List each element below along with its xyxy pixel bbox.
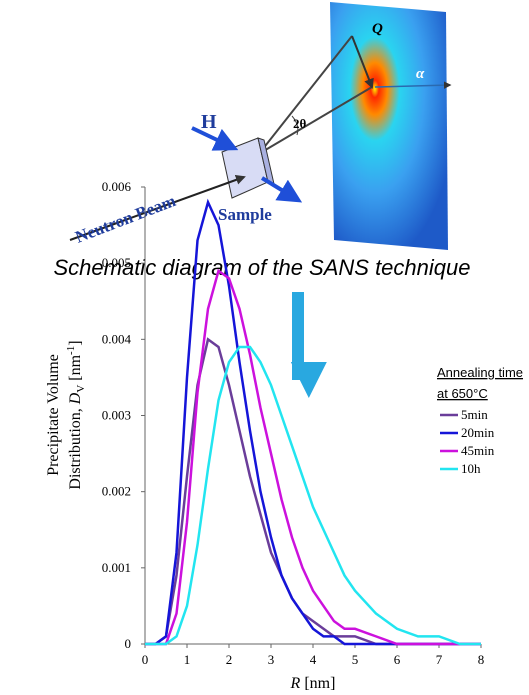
y-label-part: Distribution,: [67, 404, 84, 489]
axis-arrow: [374, 81, 452, 89]
series-line: [145, 198, 481, 646]
y-label-part: -1: [65, 346, 77, 355]
x-tick-label: 8: [478, 652, 485, 667]
series-line: [145, 268, 481, 646]
x-tick-label: 4: [310, 652, 317, 667]
legend-title: at 650°C: [437, 386, 488, 401]
series-line: [145, 337, 481, 646]
detector: [330, 2, 448, 250]
y-label-part: D: [67, 392, 84, 405]
angle-arc: [291, 115, 299, 136]
y-tick-label: 0: [125, 636, 132, 651]
y-tick-label: 0.004: [102, 331, 132, 346]
legend-label: 10h: [461, 461, 481, 476]
beam-label: Neutron Beam: [73, 191, 179, 247]
sample-label: Sample: [218, 205, 272, 224]
x-tick-label: 7: [436, 652, 443, 667]
caption: Schematic diagram of the SANS technique: [53, 255, 470, 280]
beam-arrow: [69, 175, 246, 241]
y-label: Precipitate Volume: [45, 354, 62, 476]
schematic: Q α 2θ H Neutron Beam Sample Schematic d…: [53, 2, 471, 398]
y-label-part: [nm: [67, 354, 84, 384]
x-label-part: R: [290, 675, 301, 692]
q-vector: [351, 35, 374, 89]
two-theta-label: 2θ: [293, 116, 307, 131]
x-tick-label: 3: [268, 652, 275, 667]
scatter-ray: [261, 35, 353, 151]
chart: Annealing time at 650°C Precipitate Volu…: [45, 340, 523, 692]
legend-title: Annealing time: [437, 365, 523, 380]
y-tick-label: 0.002: [102, 484, 131, 499]
y-tick-label: 0.001: [102, 560, 131, 575]
y-label-part: ]: [67, 340, 84, 345]
y-label-part: V: [75, 385, 87, 393]
x-tick-label: 0: [142, 652, 149, 667]
x-tick-label: 1: [184, 652, 191, 667]
x-tick-label: 2: [226, 652, 233, 667]
direct-ray: [261, 86, 373, 153]
series-line: [145, 345, 481, 646]
x-label-part: [nm]: [300, 675, 335, 692]
alpha-label: α: [416, 66, 425, 82]
y-tick-label: 0.005: [102, 255, 131, 270]
field-arrow: [191, 126, 239, 151]
legend-label: 5min: [461, 407, 488, 422]
x-label: R [nm]: [290, 675, 336, 692]
legend-label: 45min: [461, 443, 495, 458]
h-label: H: [201, 111, 217, 133]
legend-label: 20min: [461, 425, 495, 440]
x-tick-label: 6: [394, 652, 401, 667]
y-label: Distribution, DV [nm-1]: [65, 340, 87, 489]
moment-arrow: [260, 176, 303, 203]
y-tick-label: 0.006: [102, 179, 132, 194]
y-tick-label: 0.003: [102, 408, 131, 423]
x-tick-label: 5: [352, 652, 359, 667]
q-label: Q: [372, 21, 383, 37]
